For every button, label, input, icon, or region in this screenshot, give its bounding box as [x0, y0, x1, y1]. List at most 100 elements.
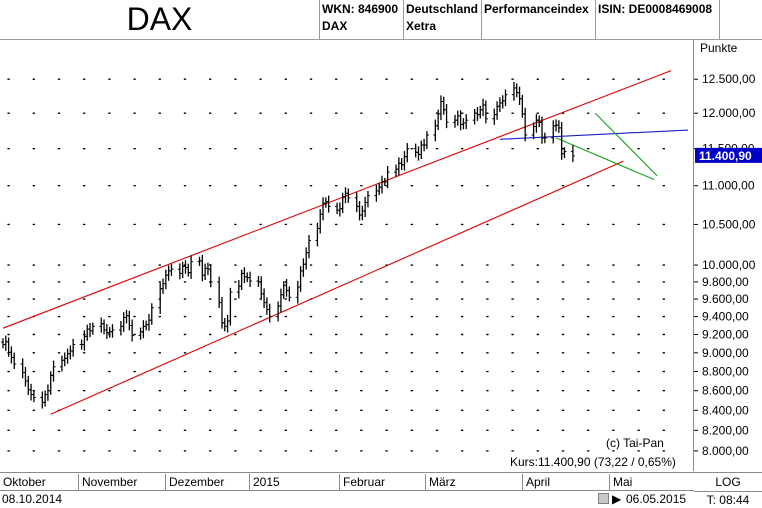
price-plot-area[interactable]: (c) Tai-Pan Kurs:11.400,90 (73,22 / 0,65… — [0, 40, 694, 471]
ohlc-bar — [556, 120, 561, 133]
scroll-handle[interactable] — [598, 493, 609, 504]
ohlc-bar — [20, 358, 25, 379]
trendline — [499, 129, 689, 140]
ohlc-bar — [262, 288, 267, 309]
current-price-label: 11.400,90 — [699, 149, 752, 163]
date-to-arrow-icon[interactable]: ▶ — [612, 492, 622, 506]
ohlc-bar — [551, 120, 556, 144]
ohlc-bar — [177, 263, 182, 280]
ohlc-bar — [497, 97, 502, 113]
ohlc-bar — [365, 190, 370, 208]
log-scale-button[interactable]: LOG — [715, 475, 741, 489]
ohlc-bar — [481, 98, 486, 117]
ohlc-bar — [520, 94, 525, 118]
ohlc-bar — [276, 301, 281, 322]
ohlc-bar — [248, 271, 253, 288]
ohlc-bar — [121, 312, 126, 332]
ohlc-bar — [166, 265, 171, 281]
ohlc-bar — [287, 286, 292, 302]
ohlc-bar — [144, 320, 149, 331]
ohlc-bar — [40, 391, 45, 409]
month-label: Dezember — [165, 474, 224, 490]
ohlc-bar — [225, 314, 230, 333]
isin-cell: ISIN: DE0008469008 — [596, 0, 720, 39]
ohlc-bar — [138, 327, 143, 340]
ohlc-bar — [189, 255, 194, 279]
ohlc-bar — [1, 338, 5, 349]
ohlc-bar — [472, 108, 477, 125]
index-type-cell: Performanceindex — [482, 0, 596, 39]
y-tick-label: 9.200,00 — [702, 328, 749, 342]
ohlc-bar — [267, 303, 272, 323]
ohlc-bar — [500, 95, 505, 109]
price-chart[interactable] — [0, 40, 762, 471]
y-tick-label: 9.400,00 — [702, 310, 749, 324]
ohlc-bar — [118, 320, 123, 336]
ohlc-bar — [169, 264, 174, 277]
ohlc-bar — [444, 104, 449, 129]
ohlc-bar — [323, 197, 328, 208]
ohlc-bar — [492, 108, 497, 125]
instrument-header: DAX WKN: 846900 DAX Deutschland Xetra Pe… — [0, 0, 762, 40]
ohlc-bar — [200, 254, 205, 282]
y-tick-label: 9.000,00 — [702, 346, 749, 360]
ohlc-bar — [321, 197, 326, 221]
y-tick-label: 10.000,00 — [702, 258, 756, 272]
ohlc-bar — [495, 101, 500, 120]
y-tick-label: 8.800,00 — [702, 365, 749, 379]
month-axis: Oktober November Dezember 2015 Februar M… — [0, 472, 694, 490]
trendline — [555, 137, 655, 181]
y-axis: Punkte 12.500,0012.000,0011.500,0011.000… — [694, 41, 762, 458]
ohlc-bar — [124, 309, 129, 324]
chart-title: DAX — [0, 0, 320, 39]
ohlc-bar — [68, 345, 73, 360]
ohlc-bar — [102, 319, 107, 335]
ohlc-bar — [464, 114, 469, 130]
ohlc-bar — [180, 261, 185, 279]
date-to[interactable]: 06.05.2015 — [626, 492, 687, 506]
ohlc-bar — [531, 122, 536, 140]
ohlc-bar — [340, 192, 345, 214]
ohlc-bar — [360, 205, 365, 221]
ohlc-bar — [59, 355, 64, 372]
month-label: April — [522, 474, 550, 490]
ohlc-bar — [203, 263, 208, 280]
ohlc-bar — [424, 131, 429, 149]
trendline — [2, 70, 672, 329]
ohlc-bar — [65, 348, 70, 364]
copyright-label: (c) Tai-Pan — [606, 436, 664, 450]
y-tick-label: 8.400,00 — [702, 403, 749, 417]
ohlc-bar — [90, 322, 95, 335]
ohlc-bar — [441, 96, 446, 115]
y-tick-label: 12.000,00 — [702, 106, 756, 120]
date-range-bar[interactable]: 08.10.2014 ▶ 06.05.2015 — [0, 490, 694, 507]
ohlc-bar — [222, 317, 227, 332]
wkn-label: WKN: 846900 — [322, 2, 399, 16]
kurs-readout: Kurs:11.400,90 (73,22 / 0,65%) — [510, 455, 676, 469]
ohlc-bar — [239, 269, 244, 291]
ohlc-bar — [281, 281, 286, 299]
ohlc-bar — [438, 95, 443, 121]
month-label: März — [425, 474, 456, 490]
ohlc-bar — [51, 360, 56, 382]
y-tick-label: 12.500,00 — [702, 72, 756, 86]
y-tick-label: 9.800,00 — [702, 275, 749, 289]
ohlc-bar — [385, 166, 390, 189]
ohlc-bar — [354, 192, 359, 213]
ohlc-bar — [315, 222, 320, 247]
y-tick-label: 8.600,00 — [702, 384, 749, 398]
exchange-country: Deutschland — [406, 2, 479, 16]
ohlc-bar — [6, 337, 11, 357]
time-label: T: 08:44 — [694, 491, 762, 508]
ohlc-bar — [219, 296, 224, 329]
ohlc-bar — [208, 263, 213, 288]
ohlc-bar — [161, 278, 166, 294]
date-from[interactable]: 08.10.2014 — [2, 492, 63, 506]
ohlc-bar — [374, 184, 379, 202]
ohlc-bar — [9, 346, 14, 364]
ohlc-bar — [236, 279, 241, 299]
ohlc-bar — [82, 330, 87, 351]
ohlc-bar — [419, 140, 424, 160]
ohlc-bar — [298, 266, 303, 292]
ohlc-bars — [1, 81, 575, 409]
